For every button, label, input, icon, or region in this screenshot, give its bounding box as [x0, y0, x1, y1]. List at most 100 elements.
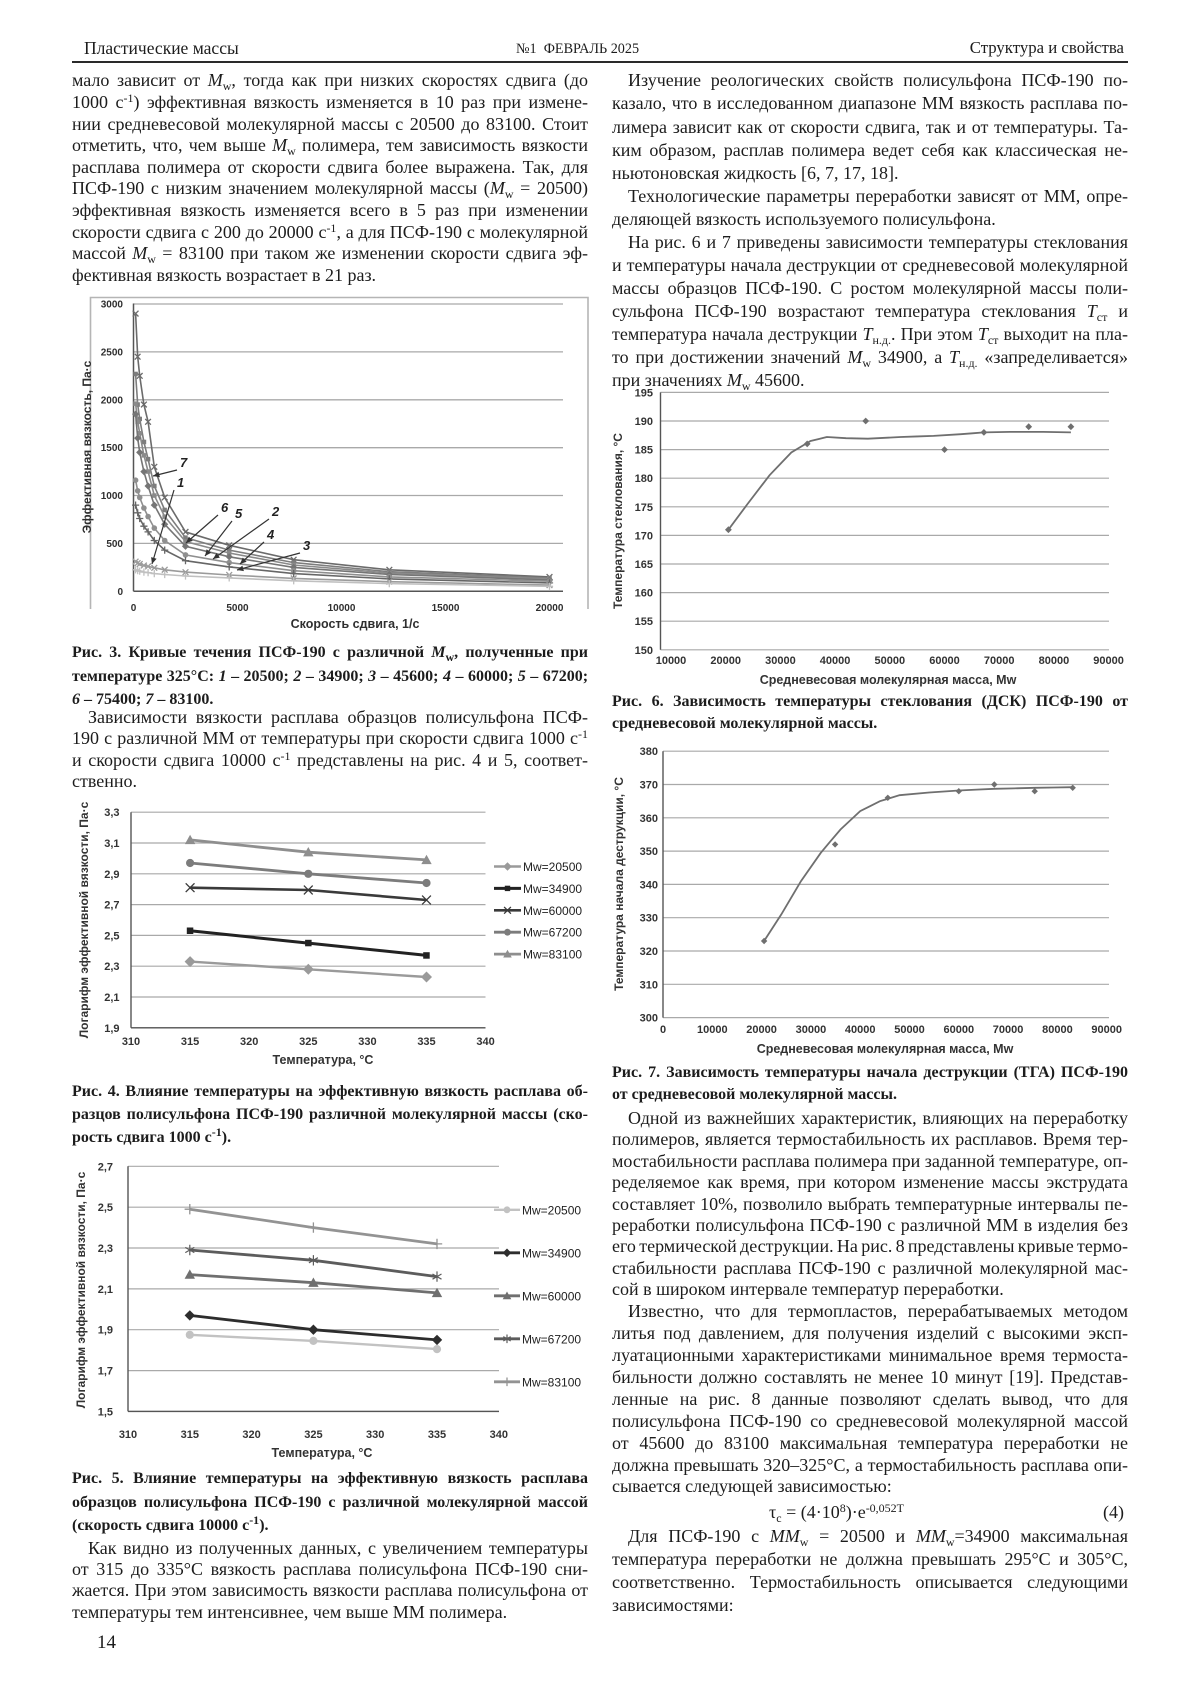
svg-text:340: 340	[640, 879, 658, 891]
svg-text:40000: 40000	[845, 1024, 876, 1036]
svg-text:Эффективная вязкость, Па·с: Эффективная вязкость, Па·с	[80, 360, 94, 533]
svg-text:320: 320	[242, 1429, 260, 1441]
svg-text:330: 330	[640, 913, 658, 925]
svg-text:315: 315	[181, 1036, 199, 1048]
svg-text:Логарифм эффективной вязкости,: Логарифм эффективной вязкости, Па·с	[77, 801, 91, 1038]
svg-text:1,9: 1,9	[104, 1023, 119, 1035]
svg-text:Температура, °С: Температура, °С	[272, 1446, 373, 1460]
svg-text:20000: 20000	[710, 655, 741, 667]
svg-text:500: 500	[106, 539, 123, 550]
svg-text:340: 340	[490, 1429, 508, 1441]
svg-text:50000: 50000	[894, 1024, 925, 1036]
svg-text:2,5: 2,5	[104, 930, 119, 942]
svg-text:320: 320	[640, 946, 658, 958]
svg-text:310: 310	[640, 979, 658, 991]
svg-text:1,9: 1,9	[98, 1325, 113, 1337]
svg-text:Mw=34900: Mw=34900	[523, 882, 582, 896]
svg-text:7: 7	[180, 455, 188, 470]
svg-text:2,1: 2,1	[104, 992, 119, 1004]
svg-text:310: 310	[122, 1036, 140, 1048]
svg-text:50000: 50000	[875, 655, 906, 667]
svg-text:335: 335	[428, 1429, 446, 1441]
svg-text:6: 6	[221, 500, 229, 515]
svg-text:2,3: 2,3	[98, 1243, 113, 1255]
svg-text:1: 1	[177, 475, 184, 490]
svg-text:325: 325	[299, 1036, 317, 1048]
svg-text:2,7: 2,7	[104, 900, 119, 912]
svg-text:2,1: 2,1	[98, 1284, 113, 1296]
svg-text:160: 160	[635, 588, 653, 600]
svg-text:3,1: 3,1	[104, 838, 119, 850]
svg-text:335: 335	[417, 1036, 435, 1048]
svg-text:3,3: 3,3	[104, 807, 119, 819]
svg-text:20000: 20000	[536, 603, 564, 614]
svg-text:2000: 2000	[101, 395, 124, 406]
svg-text:165: 165	[635, 559, 653, 571]
svg-text:2500: 2500	[101, 347, 124, 358]
svg-text:Температура, °С: Температура, °С	[273, 1053, 374, 1067]
svg-text:90000: 90000	[1091, 1024, 1122, 1036]
svg-text:Mw=20500: Mw=20500	[523, 860, 582, 874]
svg-text:0: 0	[131, 603, 137, 614]
svg-text:Логарифм эффективной вязкости,: Логарифм эффективной вязкости, Па·с	[74, 1171, 88, 1408]
svg-text:Средневесовая молекулярная мас: Средневесовая молекулярная масса, Mw	[760, 673, 1017, 687]
svg-text:185: 185	[635, 445, 653, 457]
svg-text:1,7: 1,7	[98, 1366, 113, 1378]
svg-text:10000: 10000	[656, 655, 687, 667]
svg-text:30000: 30000	[765, 655, 796, 667]
svg-text:Температура стеклования, °С: Температура стеклования, °С	[611, 433, 625, 609]
svg-text:40000: 40000	[820, 655, 851, 667]
svg-text:Mw=83100: Mw=83100	[522, 1375, 581, 1389]
svg-text:Mw=67200: Mw=67200	[523, 926, 582, 940]
svg-text:3: 3	[303, 538, 311, 553]
svg-text:195: 195	[635, 387, 653, 399]
svg-text:340: 340	[476, 1036, 494, 1048]
svg-text:325: 325	[304, 1429, 322, 1441]
svg-text:170: 170	[635, 530, 653, 542]
svg-text:380: 380	[640, 746, 658, 758]
svg-text:15000: 15000	[432, 603, 460, 614]
svg-text:330: 330	[366, 1429, 384, 1441]
svg-text:370: 370	[640, 780, 658, 792]
svg-text:1500: 1500	[101, 443, 124, 454]
svg-text:30000: 30000	[796, 1024, 827, 1036]
svg-text:10000: 10000	[697, 1024, 728, 1036]
svg-text:0: 0	[117, 587, 123, 598]
svg-text:Средневесовая молекулярная мас: Средневесовая молекулярная масса, Mw	[757, 1042, 1014, 1056]
svg-text:Mw=60000: Mw=60000	[522, 1289, 581, 1303]
svg-text:300: 300	[640, 1013, 658, 1025]
svg-text:Скорость сдвига, 1/с: Скорость сдвига, 1/с	[291, 617, 420, 631]
svg-text:Mw=83100: Mw=83100	[523, 948, 582, 962]
svg-text:1,5: 1,5	[98, 1406, 113, 1418]
svg-text:1000: 1000	[101, 491, 124, 502]
svg-text:4: 4	[266, 527, 275, 542]
svg-text:90000: 90000	[1093, 655, 1124, 667]
svg-text:360: 360	[640, 813, 658, 825]
svg-text:0: 0	[660, 1024, 666, 1036]
svg-text:2,3: 2,3	[104, 961, 119, 973]
svg-text:310: 310	[119, 1429, 137, 1441]
svg-text:60000: 60000	[944, 1024, 975, 1036]
svg-text:Mw=67200: Mw=67200	[522, 1332, 581, 1346]
svg-text:2,9: 2,9	[104, 869, 119, 881]
svg-text:180: 180	[635, 473, 653, 485]
svg-text:60000: 60000	[929, 655, 960, 667]
svg-text:20000: 20000	[746, 1024, 777, 1036]
svg-text:2,5: 2,5	[98, 1202, 113, 1214]
svg-text:Mw=60000: Mw=60000	[523, 904, 582, 918]
svg-text:Температура начала деструкции,: Температура начала деструкции, °С	[612, 777, 626, 991]
svg-text:80000: 80000	[1042, 1024, 1073, 1036]
svg-text:5: 5	[235, 506, 243, 521]
svg-text:70000: 70000	[993, 1024, 1024, 1036]
svg-text:320: 320	[240, 1036, 258, 1048]
svg-text:150: 150	[635, 645, 653, 657]
svg-text:175: 175	[635, 502, 653, 514]
svg-text:315: 315	[181, 1429, 199, 1441]
svg-text:350: 350	[640, 846, 658, 858]
svg-text:5000: 5000	[226, 603, 249, 614]
svg-text:155: 155	[635, 616, 653, 628]
svg-text:2: 2	[271, 504, 280, 519]
svg-text:70000: 70000	[984, 655, 1015, 667]
svg-text:2,7: 2,7	[98, 1161, 113, 1173]
svg-text:Mw=34900: Mw=34900	[522, 1246, 581, 1260]
